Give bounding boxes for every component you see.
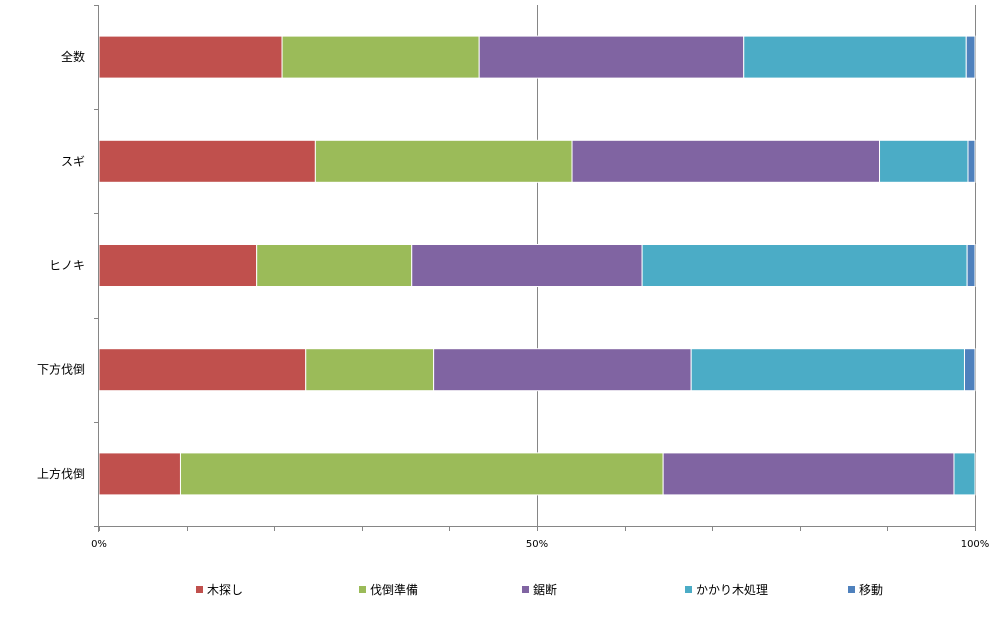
legend-label-5: 移動 (859, 583, 883, 597)
bar-2-series-1 (98, 139, 316, 183)
legend-swatch-4 (685, 586, 692, 593)
bar-3-series-4 (641, 244, 968, 287)
bar-2-series-5 (967, 139, 976, 183)
bar-2-series-4 (879, 139, 969, 183)
bar-1-series-3 (478, 35, 745, 79)
legend: 木探し 伐倒準備 鋸断 かかり木処理 移動 (196, 582, 883, 597)
bar-1-series-1 (98, 35, 283, 79)
x-tick-label-0: 0% (91, 539, 107, 550)
bar-3-series-2 (256, 244, 413, 287)
bar-2-series-2 (314, 139, 573, 183)
category-label-2: スギ (61, 154, 85, 168)
category-label-5: 上方伐倒 (37, 466, 85, 481)
bar-4-series-5 (963, 348, 976, 392)
bar-3-series-3 (411, 244, 643, 287)
legend-label-2: 伐倒準備 (370, 582, 418, 597)
bar-3-series-5 (966, 244, 976, 287)
x-tick-label-1: 50% (526, 539, 548, 550)
legend-label-3: 鋸断 (533, 582, 557, 597)
bar-5-series-1 (98, 452, 181, 496)
category-label-4: 下方伐倒 (37, 362, 85, 377)
bar-1-series-4 (743, 35, 967, 79)
bar-5-series-2 (179, 452, 664, 496)
x-tick-label-2: 100% (961, 539, 990, 550)
legend-swatch-3 (522, 586, 529, 593)
legend-label-4: かかり木処理 (696, 583, 768, 597)
bar-3-series-1 (98, 244, 258, 287)
bar-4-series-1 (98, 348, 307, 392)
bar-2-series-3 (571, 139, 881, 183)
legend-swatch-5 (848, 586, 855, 593)
bar-1-series-5 (965, 35, 976, 79)
legend-swatch-2 (359, 586, 366, 593)
legend-label-1: 木探し (207, 583, 243, 597)
bar-4-series-2 (305, 348, 435, 392)
bar-5-series-4 (953, 452, 976, 496)
bar-segments (98, 35, 976, 496)
bar-4-series-3 (433, 348, 692, 392)
category-label-3: ヒノキ (49, 259, 85, 273)
legend-swatch-1 (196, 586, 203, 593)
category-label-1: 全数 (61, 49, 85, 64)
bar-1-series-2 (281, 35, 480, 79)
bar-4-series-4 (690, 348, 965, 392)
bar-5-series-3 (662, 452, 955, 496)
